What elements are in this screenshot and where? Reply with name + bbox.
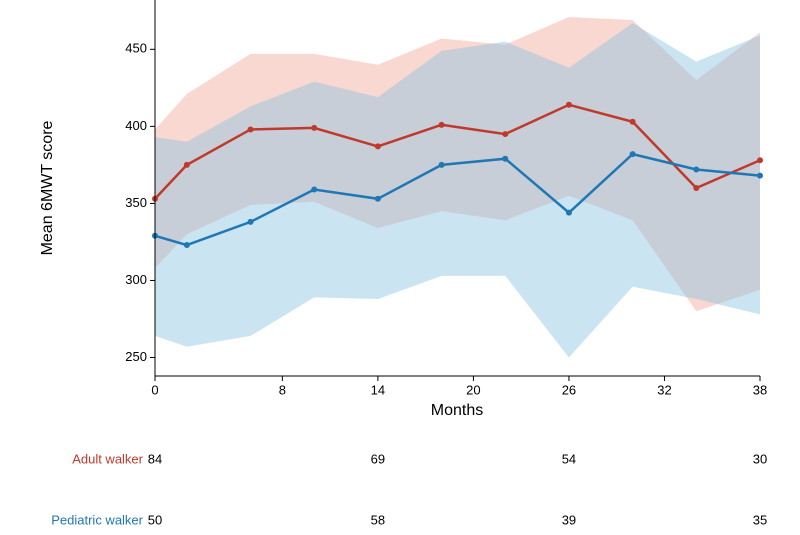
point bbox=[438, 161, 445, 168]
point bbox=[757, 172, 763, 179]
risk-count: 54 bbox=[562, 451, 576, 466]
confidence-band bbox=[155, 23, 760, 358]
point bbox=[565, 209, 572, 216]
x-tick-label: 38 bbox=[753, 382, 767, 397]
risk-count: 50 bbox=[148, 512, 162, 527]
risk-count: 30 bbox=[753, 451, 767, 466]
point bbox=[565, 101, 572, 108]
point bbox=[502, 131, 509, 138]
risk-count: 39 bbox=[562, 512, 576, 527]
point bbox=[183, 242, 190, 249]
point bbox=[693, 185, 700, 191]
y-tick-label: 350 bbox=[125, 195, 147, 210]
point bbox=[311, 124, 318, 131]
point bbox=[183, 161, 190, 168]
point bbox=[629, 151, 636, 158]
risk-count: 69 bbox=[371, 451, 385, 466]
point bbox=[502, 155, 509, 162]
y-tick-label: 450 bbox=[125, 41, 147, 56]
point bbox=[311, 186, 318, 193]
x-tick-label: 32 bbox=[657, 382, 671, 397]
x-tick-label: 8 bbox=[279, 382, 286, 397]
point bbox=[693, 166, 700, 173]
point bbox=[757, 157, 763, 164]
risk-row-label: Pediatric walker bbox=[51, 512, 143, 527]
x-tick-label: 0 bbox=[151, 382, 158, 397]
y-tick-label: 250 bbox=[125, 349, 147, 364]
x-tick-label: 20 bbox=[466, 382, 480, 397]
risk-row-label: Adult walker bbox=[72, 451, 143, 466]
y-tick-label: 300 bbox=[125, 272, 147, 287]
x-tick-label: 14 bbox=[371, 382, 385, 397]
x-tick-label: 26 bbox=[562, 382, 576, 397]
y-axis-label: Mean 6MWT score bbox=[39, 120, 56, 255]
x-axis-label: Months bbox=[431, 402, 483, 419]
point bbox=[629, 118, 636, 125]
point bbox=[438, 121, 445, 128]
y-tick-label: 400 bbox=[125, 118, 147, 133]
risk-count: 58 bbox=[371, 512, 385, 527]
point bbox=[247, 218, 254, 225]
point bbox=[374, 195, 381, 202]
risk-count: 35 bbox=[753, 512, 767, 527]
point bbox=[374, 143, 381, 150]
risk-count: 84 bbox=[148, 451, 162, 466]
point bbox=[247, 126, 254, 133]
